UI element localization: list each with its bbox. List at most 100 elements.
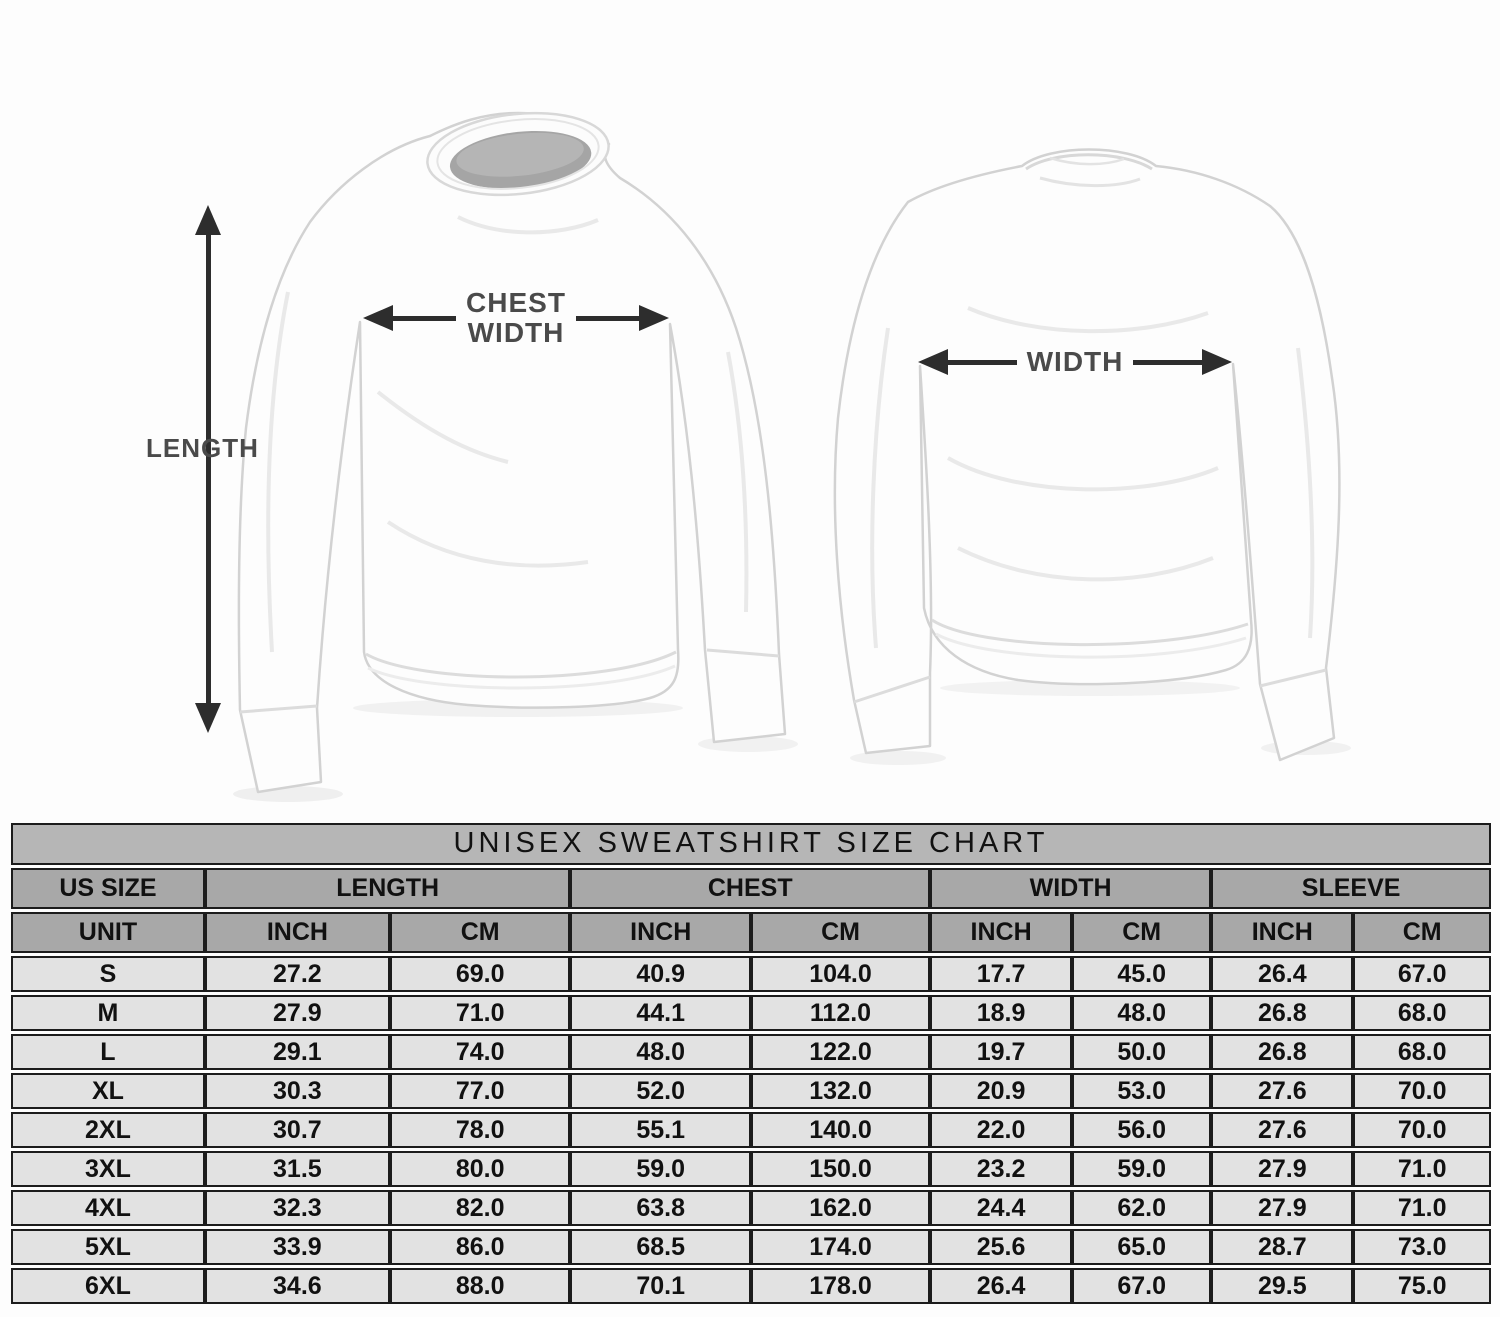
length-measure-arrow	[194, 205, 222, 733]
col-header-width: WIDTH	[930, 868, 1212, 909]
measurement-cell: 48.0	[1072, 995, 1212, 1031]
table-row: 3XL 31.5 80.0 59.0 150.0 23.2 59.0 27.9 71.0	[11, 1151, 1491, 1187]
measurement-cell: 27.2	[204, 956, 390, 992]
unit-col-width-inch: INCH	[930, 912, 1073, 953]
measurement-cell: 33.9	[204, 1229, 390, 1265]
unit-col-width-cm: CM	[1072, 912, 1212, 953]
measurement-cell: 70.1	[570, 1268, 751, 1304]
arrow-line	[1133, 359, 1203, 365]
measurement-cell: 56.0	[1072, 1112, 1212, 1148]
measurement-cell: 77.0	[389, 1073, 571, 1109]
measurement-cell: 34.6	[204, 1268, 390, 1304]
measurement-cell: 27.9	[204, 995, 390, 1031]
measurement-cell: 68.0	[1353, 1034, 1491, 1070]
size-label-cell: 5XL	[11, 1229, 205, 1265]
size-label-cell: 4XL	[11, 1190, 205, 1226]
size-table-body: S 27.2 69.0 40.9 104.0 17.7 45.0 26.4 67.0 M 27.9 7…	[11, 956, 1491, 1304]
table-unit-row: UNIT INCH CM INCH CM INCH CM INCH CM	[11, 912, 1491, 953]
table-row: XL 30.3 77.0 52.0 132.0 20.9 53.0 27.6 70.0	[11, 1073, 1491, 1109]
measurement-cell: 75.0	[1353, 1268, 1491, 1304]
measurement-cell: 30.3	[204, 1073, 390, 1109]
measurement-cell: 78.0	[389, 1112, 571, 1148]
back-collar-seam	[1025, 153, 1153, 171]
measurement-cell: 26.4	[1211, 956, 1354, 992]
measurement-cell: 24.4	[930, 1190, 1073, 1226]
table-row: M 27.9 71.0 44.1 112.0 18.9 48.0 26.8 68.0	[11, 995, 1491, 1031]
size-table-header: UNISEX SWEATSHIRT SIZE CHART US SIZE LEN…	[11, 823, 1491, 953]
measurement-cell: 132.0	[750, 1073, 931, 1109]
measurement-cell: 70.0	[1353, 1073, 1491, 1109]
measurement-cell: 48.0	[570, 1034, 751, 1070]
measurement-cell: 88.0	[389, 1268, 571, 1304]
measurement-cell: 23.2	[930, 1151, 1073, 1187]
measurement-cell: 71.0	[1353, 1190, 1491, 1226]
size-label-cell: L	[11, 1034, 205, 1070]
measurement-cell: 174.0	[750, 1229, 931, 1265]
measurement-cell: 40.9	[570, 956, 751, 992]
measurement-cell: 65.0	[1072, 1229, 1212, 1265]
measurement-cell: 86.0	[389, 1229, 571, 1265]
measurement-cell: 18.9	[930, 995, 1073, 1031]
col-header-us-size: US SIZE	[11, 868, 205, 909]
back-width-label: WIDTH	[1026, 346, 1124, 377]
measurement-cell: 53.0	[1072, 1073, 1212, 1109]
arrow-left-icon	[363, 305, 393, 331]
table-title: UNISEX SWEATSHIRT SIZE CHART	[11, 823, 1491, 865]
measurement-cell: 70.0	[1353, 1112, 1491, 1148]
measurement-cell: 67.0	[1072, 1268, 1212, 1304]
unit-col-chest-inch: INCH	[570, 912, 751, 953]
table-row: 6XL 34.6 88.0 70.1 178.0 26.4 67.0 29.5 75.0	[11, 1268, 1491, 1304]
table-row: L 29.1 74.0 48.0 122.0 19.7 50.0 26.8 68.0	[11, 1034, 1491, 1070]
table-title-row: UNISEX SWEATSHIRT SIZE CHART	[11, 823, 1491, 865]
measurement-cell: 62.0	[1072, 1190, 1212, 1226]
arrow-line	[948, 359, 1017, 365]
measurement-cell: 59.0	[570, 1151, 751, 1187]
measurement-cell: 104.0	[750, 956, 931, 992]
table-row: 2XL 30.7 78.0 55.1 140.0 22.0 56.0 27.6 70.0	[11, 1112, 1491, 1148]
crewneck-collar	[426, 111, 610, 197]
measurement-cell: 26.8	[1211, 1034, 1354, 1070]
measurement-cell: 71.0	[389, 995, 571, 1031]
measurement-cell: 50.0	[1072, 1034, 1212, 1070]
unit-col-sleeve-cm: CM	[1353, 912, 1491, 953]
col-header-length: LENGTH	[204, 868, 571, 909]
measurement-cell: 22.0	[930, 1112, 1073, 1148]
measurement-cell: 31.5	[204, 1151, 390, 1187]
measurement-cell: 25.6	[930, 1229, 1073, 1265]
sweatshirt-front-illustration	[233, 111, 798, 802]
arrow-line	[205, 235, 211, 703]
sweatshirt-back-illustration	[833, 148, 1351, 765]
size-chart-table: UNISEX SWEATSHIRT SIZE CHART US SIZE LEN…	[11, 820, 1491, 1307]
measurement-cell: 112.0	[750, 995, 931, 1031]
measurement-cell: 52.0	[570, 1073, 751, 1109]
size-label-cell: 2XL	[11, 1112, 205, 1148]
unit-col-length-cm: CM	[389, 912, 571, 953]
table-row: S 27.2 69.0 40.9 104.0 17.7 45.0 26.4 67.0	[11, 956, 1491, 992]
unit-col-chest-cm: CM	[750, 912, 931, 953]
measurement-cell: 69.0	[389, 956, 571, 992]
unit-header: UNIT	[11, 912, 205, 953]
measurement-cell: 67.0	[1353, 956, 1491, 992]
arrow-right-icon	[639, 305, 669, 331]
measurement-cell: 82.0	[389, 1190, 571, 1226]
measurement-cell: 27.6	[1211, 1112, 1354, 1148]
measurement-cell: 68.5	[570, 1229, 751, 1265]
measurement-cell: 59.0	[1072, 1151, 1212, 1187]
measurement-cell: 26.4	[930, 1268, 1073, 1304]
table-row: 4XL 32.3 82.0 63.8 162.0 24.4 62.0 27.9 71.0	[11, 1190, 1491, 1226]
measurement-cell: 45.0	[1072, 956, 1212, 992]
measurement-cell: 27.9	[1211, 1151, 1354, 1187]
measurement-cell: 26.8	[1211, 995, 1354, 1031]
measurement-cell: 150.0	[750, 1151, 931, 1187]
unit-col-length-inch: INCH	[204, 912, 390, 953]
arrow-line	[575, 315, 639, 321]
size-label-cell: M	[11, 995, 205, 1031]
measurement-cell: 29.5	[1211, 1268, 1354, 1304]
measurement-cell: 32.3	[204, 1190, 390, 1226]
arrow-left-icon	[918, 349, 948, 375]
measurement-cell: 19.7	[930, 1034, 1073, 1070]
measurement-cell: 162.0	[750, 1190, 931, 1226]
size-label-cell: 6XL	[11, 1268, 205, 1304]
measurement-cell: 27.6	[1211, 1073, 1354, 1109]
